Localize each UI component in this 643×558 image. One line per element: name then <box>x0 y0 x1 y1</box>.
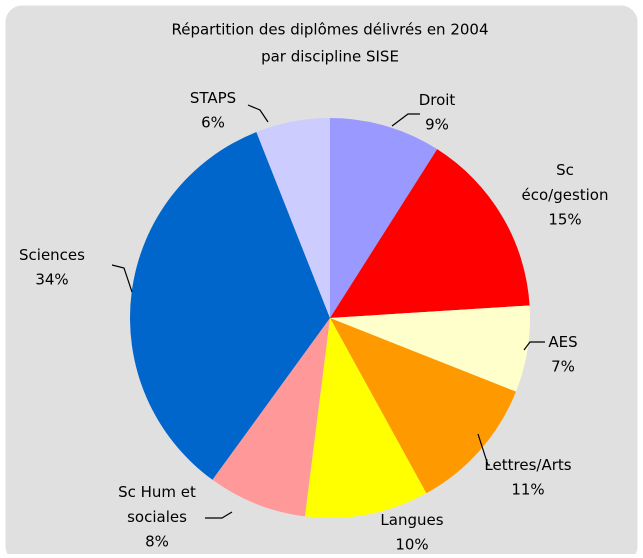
pie-slice <box>212 318 330 517</box>
slice-label: Sciences <box>19 246 85 264</box>
slice-label: Langues <box>380 511 443 529</box>
leader-line <box>523 341 545 351</box>
leader-line <box>477 433 490 466</box>
slice-label: Droit <box>419 91 456 109</box>
slice-label: STAPS <box>190 89 236 107</box>
slice-label: Sc éco/gestion <box>521 161 608 204</box>
leader-line <box>205 511 233 519</box>
slice-value-label: 9% <box>425 116 449 134</box>
slice-value-label: 15% <box>548 211 581 229</box>
pie-slice <box>129 132 330 480</box>
slice-value-label: 10% <box>395 536 428 554</box>
chart-title: Répartition des diplômes délivrés en 200… <box>171 21 488 39</box>
leader-line <box>247 104 269 123</box>
slice-label: AES <box>548 333 577 351</box>
leader-line <box>391 113 420 127</box>
slice-value-label: 11% <box>511 481 544 499</box>
slice-value-label: 34% <box>35 271 68 289</box>
pie-slice <box>330 318 516 494</box>
pie-slice <box>256 118 330 318</box>
slice-label: Sc Hum et sociales <box>118 483 196 526</box>
slice-value-label: 6% <box>201 114 225 132</box>
leader-line <box>111 264 133 293</box>
slice-label: Lettres/Arts <box>484 456 571 474</box>
pie-slice <box>330 118 438 318</box>
slice-value-label: 8% <box>145 533 169 551</box>
pie-slice <box>330 305 530 392</box>
pie-slice <box>330 149 530 318</box>
chart-title: par discipline SISE <box>261 48 399 66</box>
slice-value-label: 7% <box>551 358 575 376</box>
pie-slice <box>304 318 427 518</box>
